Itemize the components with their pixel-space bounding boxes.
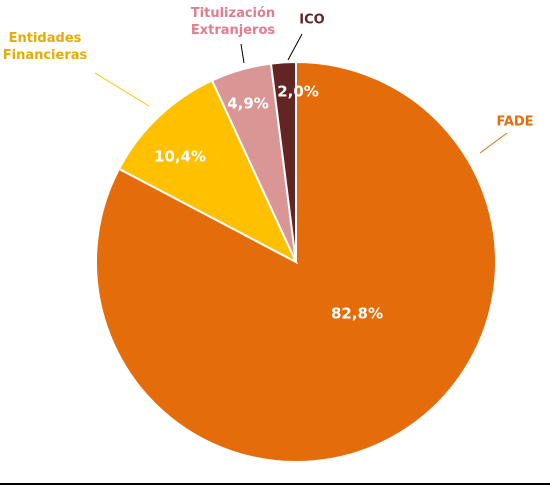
category-label: ICO: [299, 12, 325, 28]
value-label: 82,8%: [331, 305, 383, 323]
pie-slice: [117, 79, 299, 265]
value-label: 10,4%: [154, 148, 206, 166]
leader-lines: [94, 33, 508, 154]
leader-line: [240, 43, 245, 64]
value-label: 4,9%: [227, 95, 269, 113]
pie-slice: [269, 60, 297, 263]
leader-line: [94, 72, 150, 107]
category-label: Entidades Financieras: [2, 31, 88, 63]
category-label: FADE: [496, 114, 534, 130]
leader-line: [287, 33, 303, 61]
category-label: Titulización Extranjeros: [190, 6, 276, 38]
leader-line: [479, 132, 508, 154]
value-label: 2,0%: [277, 83, 319, 101]
